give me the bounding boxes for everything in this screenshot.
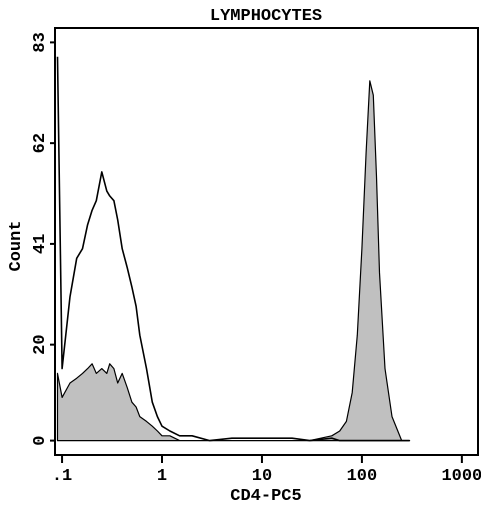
x-tick-label: .1 bbox=[52, 467, 72, 486]
y-tick-label: 62 bbox=[31, 133, 50, 153]
y-tick-label: 20 bbox=[31, 334, 50, 354]
x-tick-label: 1000 bbox=[441, 467, 481, 486]
y-tick-label: 83 bbox=[31, 32, 50, 52]
x-axis-label: CD4-PC5 bbox=[230, 487, 301, 506]
filled-histogram bbox=[56, 80, 411, 442]
x-tick-label: 10 bbox=[252, 467, 272, 486]
chart-title: LYMPHOCYTES bbox=[210, 7, 322, 26]
x-tick-label: 1 bbox=[157, 467, 167, 486]
y-tick-label: 41 bbox=[31, 234, 50, 254]
y-axis-label: Count bbox=[7, 220, 26, 271]
plot-frame bbox=[54, 27, 479, 456]
x-tick-label: 100 bbox=[347, 467, 378, 486]
outline-histogram bbox=[56, 56, 410, 442]
y-tick-label: 0 bbox=[31, 436, 50, 446]
